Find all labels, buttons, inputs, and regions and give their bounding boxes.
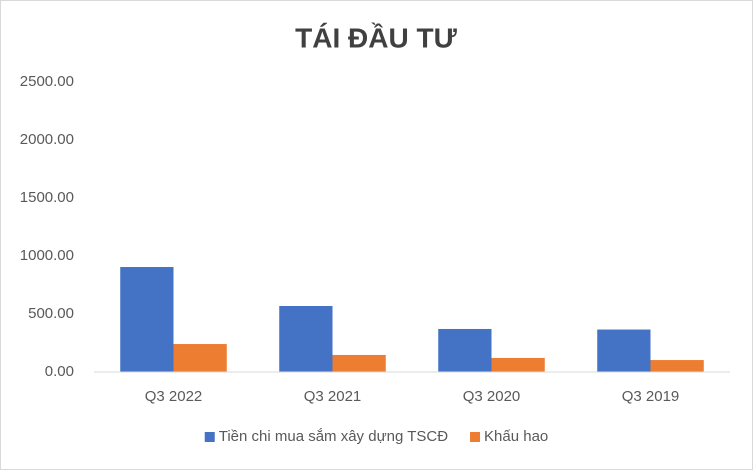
- chart-title: TÁI ĐẦU TƯ: [295, 22, 457, 53]
- x-tick-label: Q3 2022: [145, 388, 203, 405]
- x-tick-label: Q3 2020: [463, 388, 521, 405]
- bar: [120, 267, 174, 372]
- legend-swatch: [204, 432, 215, 442]
- x-tick-label: Q3 2019: [622, 388, 680, 405]
- y-tick-label: 1500.00: [20, 189, 74, 206]
- bar: [597, 329, 651, 372]
- bar: [279, 305, 333, 372]
- y-tick-label: 1000.00: [20, 247, 74, 264]
- y-tick-label: 2500.00: [20, 73, 74, 90]
- bar: [332, 354, 386, 372]
- bar: [491, 357, 545, 372]
- bar: [438, 328, 492, 372]
- legend-label: Tiền chi mua sắm xây dựng TSCĐ: [219, 428, 448, 445]
- x-tick-label: Q3 2021: [304, 388, 362, 405]
- y-tick-label: 2000.00: [20, 131, 74, 148]
- y-tick-label: 500.00: [28, 305, 74, 322]
- bar: [173, 344, 227, 372]
- legend-swatch: [470, 432, 481, 442]
- y-tick-label: 0.00: [45, 363, 74, 380]
- legend-label: Khấu hao: [484, 428, 548, 445]
- bar: [650, 360, 704, 372]
